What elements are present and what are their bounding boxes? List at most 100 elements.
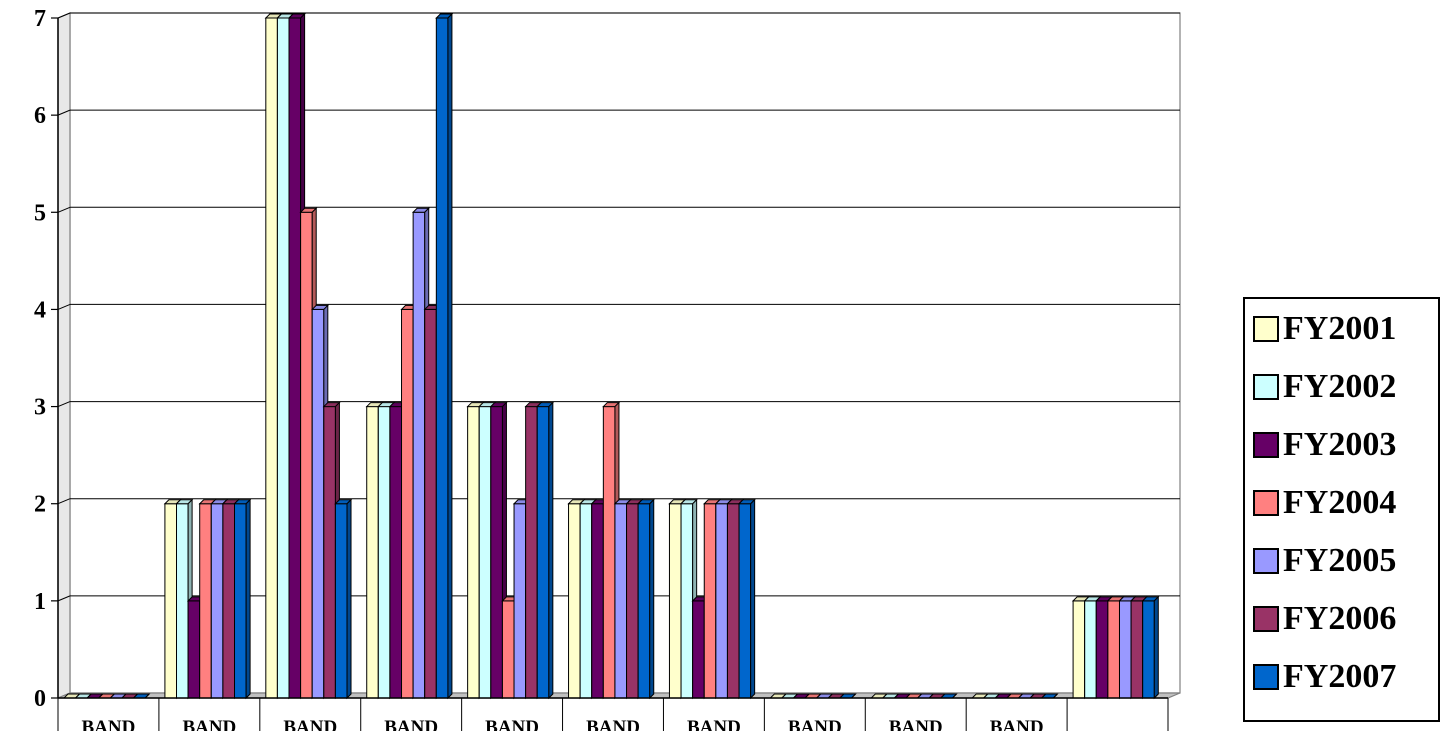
bar-front (1118, 600, 1132, 699)
bar-front (199, 503, 212, 699)
y-tick-label: 2 (34, 492, 46, 518)
bar-front (366, 406, 379, 699)
x-category-label: BAND (82, 717, 136, 731)
bar-front (602, 406, 616, 699)
y-tick-label: 7 (34, 6, 46, 32)
legend-item: FY2007 (1253, 657, 1396, 697)
bar-front (187, 600, 201, 699)
legend-item: FY2002 (1253, 367, 1396, 407)
bar-front (1142, 600, 1155, 699)
bar-front (626, 503, 639, 699)
legend-item: FY2004 (1253, 483, 1396, 523)
bar-front (401, 308, 414, 699)
y-tick-label: 5 (34, 200, 46, 226)
bar-side (1153, 595, 1159, 700)
bar (435, 12, 454, 700)
bar-front (692, 600, 705, 699)
legend-label: FY2002 (1283, 368, 1397, 405)
legend-swatch (1253, 432, 1279, 458)
legend-label: FY2005 (1283, 542, 1397, 579)
legend-swatch (1253, 664, 1279, 690)
bar-front (288, 17, 302, 699)
bar (636, 498, 655, 700)
legend-item: FY2001 (1253, 309, 1396, 349)
side-wall (57, 12, 71, 699)
bar (737, 498, 756, 700)
x-category-label: BAND (788, 717, 842, 731)
legend-label: FY2007 (1283, 658, 1397, 695)
legend-swatch (1253, 490, 1279, 516)
y-tick-label: 0 (34, 686, 46, 712)
bar-front (680, 503, 694, 699)
bar-front (424, 308, 437, 699)
gridline-side (57, 498, 71, 505)
bar (1141, 595, 1160, 700)
bar-side (649, 498, 655, 700)
gridline-side (57, 595, 71, 602)
bar-front (300, 211, 313, 699)
bar (838, 693, 857, 699)
legend-label: FY2001 (1283, 310, 1397, 347)
legend-label: FY2003 (1283, 426, 1397, 463)
bar-front (210, 503, 224, 699)
y-tick-label: 1 (34, 589, 46, 615)
legend-label: FY2004 (1283, 484, 1397, 521)
bar-front (276, 17, 290, 699)
bar-side (750, 498, 756, 700)
bar-front (265, 17, 278, 699)
bar-front (490, 406, 503, 699)
bar-front (614, 503, 628, 699)
legend-swatch (1253, 606, 1279, 632)
bar-front (525, 406, 538, 699)
bar-front (435, 17, 449, 699)
bar-front (513, 503, 527, 699)
bar-front (311, 308, 325, 699)
bar-front (164, 503, 178, 699)
gridline-side (57, 206, 71, 213)
bar-front (1130, 600, 1144, 699)
bar-front (334, 503, 348, 699)
bar-front (323, 406, 336, 699)
y-axis-ticks: 0 1 2 3 4 5 6 7 (34, 6, 59, 712)
bar-side (952, 693, 957, 699)
bar-front (568, 503, 581, 699)
x-category-label: BAND (586, 717, 640, 731)
bar-front (467, 406, 480, 699)
bar-side (548, 401, 554, 700)
bar-front (501, 600, 515, 699)
x-category-label: BAND (990, 717, 1044, 731)
bar-front (478, 406, 492, 699)
bar-front (222, 503, 236, 699)
bar-front (536, 406, 550, 699)
bar-front (715, 503, 728, 699)
bar-front (389, 406, 403, 699)
bar-side (245, 498, 251, 700)
legend-item: FY2005 (1253, 541, 1396, 581)
x-category-label: BAND (687, 717, 741, 731)
gridline-side (57, 303, 71, 310)
bar (233, 498, 252, 700)
gridline-side (57, 109, 71, 116)
y-tick-label: 4 (34, 297, 46, 323)
bar-front (1072, 600, 1086, 699)
bar-front (668, 503, 682, 699)
bar-front (234, 503, 247, 699)
bar-front (176, 503, 189, 699)
gridline-side (57, 401, 71, 408)
x-category-label: BAND (182, 717, 236, 731)
x-category-label: BAND (889, 717, 943, 731)
x-category-label: BAND (384, 717, 438, 731)
bar-front (1095, 600, 1109, 699)
bar-side (144, 693, 150, 699)
legend-item: FY2003 (1253, 425, 1396, 465)
bar-side (346, 498, 352, 700)
bar-front (1107, 600, 1120, 699)
bars (62, 12, 1160, 700)
legend-swatch (1253, 548, 1279, 574)
bar-side (447, 12, 453, 700)
bar-side (851, 693, 856, 699)
bar-front (1084, 600, 1097, 699)
bar-front (591, 503, 604, 699)
legend: FY2001 FY2002 FY2003 FY2004 FY2005 FY2006 FY20… (1243, 297, 1440, 722)
